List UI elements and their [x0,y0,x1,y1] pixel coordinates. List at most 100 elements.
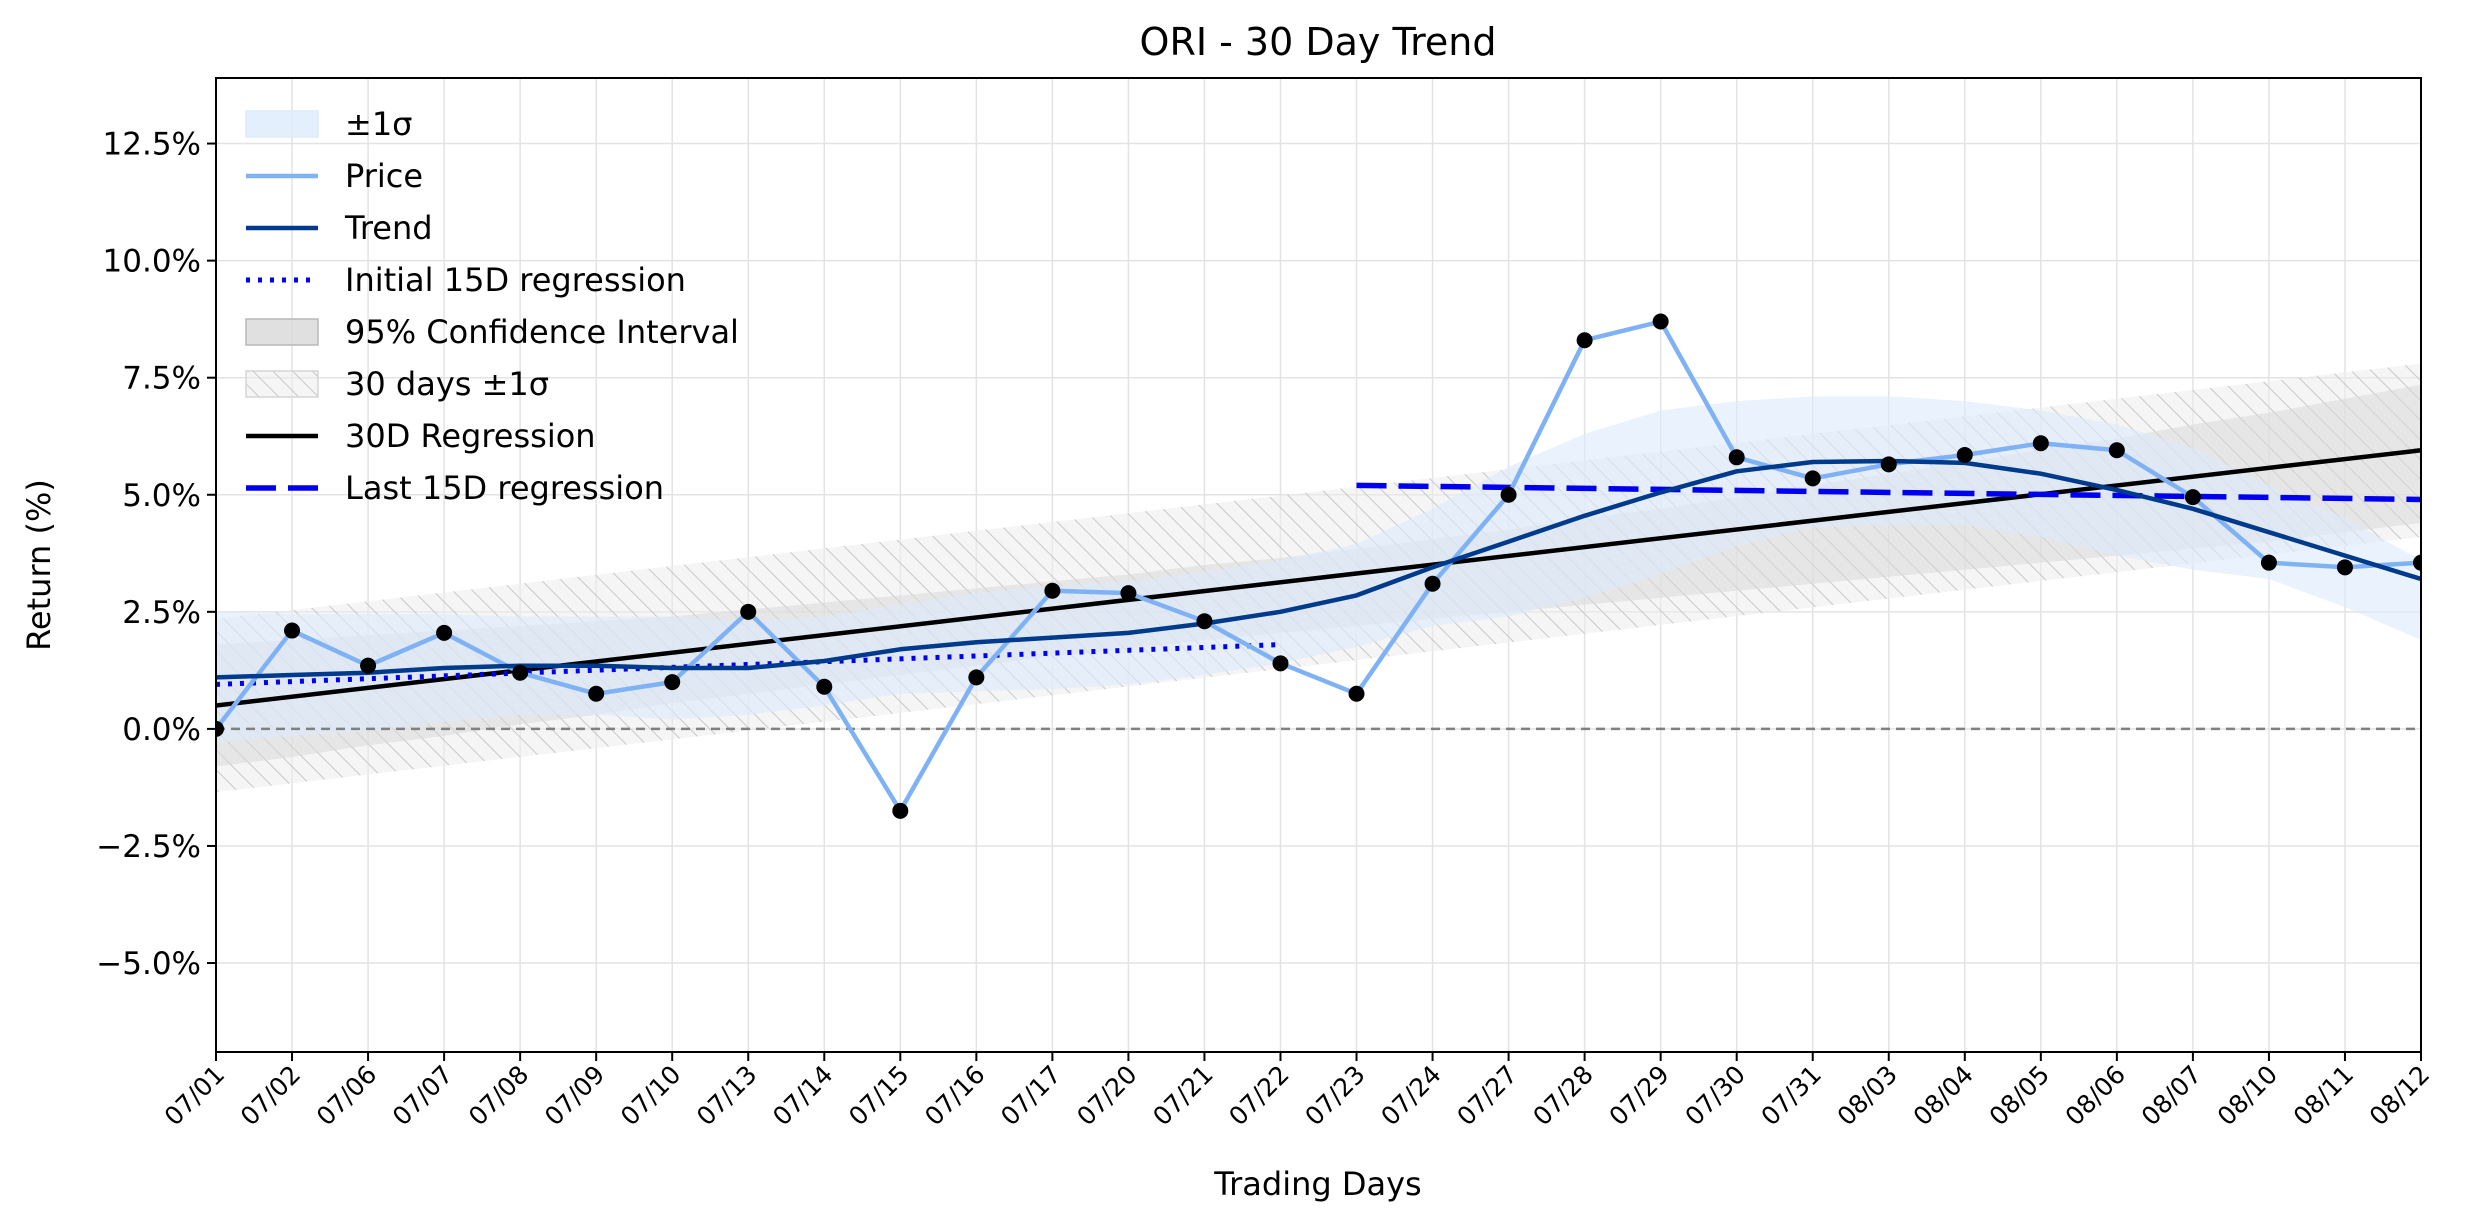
legend-label: Initial 15D regression [345,261,686,299]
legend-entry-30d-sigma: 30 days ±1σ [245,365,549,403]
x-tick-label: 07/29 [1603,1060,1674,1131]
price-point [2413,554,2421,571]
legend-entry-price: Price [246,157,423,195]
legend-swatch [245,110,319,138]
y-tick-label: 7.5% [122,361,201,397]
x-tick-label: 07/14 [767,1060,838,1131]
legend-label: 30D Regression [345,417,596,455]
y-tick-label: 5.0% [122,478,201,514]
legend-swatch [245,318,319,346]
price-point [2336,559,2353,576]
x-tick-label: 08/11 [2288,1060,2359,1131]
price-point [216,720,224,737]
x-tick-label: 07/27 [1451,1060,1522,1131]
price-point [1728,449,1745,466]
x-tick-label: 07/20 [1071,1060,1142,1131]
y-tick-label: −2.5% [96,829,201,865]
price-points [216,313,2421,819]
price-point [968,669,985,686]
y-tick-label: 2.5% [122,595,201,631]
x-tick-label: 07/24 [1375,1060,1446,1131]
price-point [892,802,909,819]
price-point [1500,486,1517,503]
price-point [1272,655,1289,672]
x-tick-label: 07/23 [1299,1060,1370,1131]
legend-entry-last-15d: Last 15D regression [246,469,664,507]
price-point [1424,575,1441,592]
x-tick-label: 07/31 [1756,1060,1827,1131]
price-point [664,674,681,691]
x-tick-label: 08/05 [1984,1060,2055,1131]
x-tick-label: 08/07 [2136,1060,2207,1131]
x-tick-label: 07/08 [463,1060,534,1131]
price-point [2032,435,2049,452]
y-tick-label: 0.0% [122,712,201,748]
legend-label: ±1σ [345,105,412,143]
legend: ±1σ Price Trend Initial 15D regression 95% C… [245,105,739,507]
price-point [2260,554,2277,571]
price-point [588,685,605,702]
price-point [1880,456,1897,473]
price-point [2184,489,2201,506]
price-point [1044,582,1061,599]
legend-entry-30d-regression: 30D Regression [246,417,596,455]
legend-label: 30 days ±1σ [345,365,549,403]
x-tick-label: 07/06 [311,1060,382,1131]
x-axis: 07/01 07/02 07/06 07/07 07/08 07/09 07/10 07/13… [159,1052,2435,1131]
trend-line [216,458,2421,680]
x-tick-label: 08/06 [2060,1060,2131,1131]
x-tick-label: 07/10 [615,1060,686,1131]
price-line [216,319,2421,814]
y-tick-label: −5.0% [96,946,201,982]
legend-swatch [245,370,319,398]
legend-entry-initial-15d: Initial 15D regression [246,261,686,299]
band-sigma-1 [216,396,2421,743]
legend-label: Last 15D regression [345,469,664,507]
regression-last-15d-line [1356,482,2421,503]
x-tick-label: 07/15 [843,1060,914,1131]
legend-entry-sigma-1: ±1σ [245,105,412,143]
chart-title: ORI - 30 Day Trend [1140,20,1497,64]
y-tick-label: 10.0% [103,244,201,280]
price-point [1120,585,1137,602]
price-point [1348,685,1365,702]
x-tick-label: 07/07 [387,1060,458,1131]
y-axis: −5.0% −2.5% 0.0% 2.5% 5.0% 7.5% 10.0% 12.5% [96,127,216,982]
legend-entry-95-ci: 95% Confidence Interval [245,313,739,351]
x-tick-label: 07/16 [919,1060,990,1131]
price-point [512,664,529,681]
legend-label: 95% Confidence Interval [345,313,739,351]
x-tick-label: 08/10 [2212,1060,2283,1131]
price-point [1196,613,1213,630]
legend-entry-trend: Trend [246,209,433,247]
x-tick-label: 07/22 [1223,1060,1294,1131]
x-tick-label: 08/04 [1908,1060,1979,1131]
price-point [816,678,833,695]
plot-frame [215,77,2422,1053]
lines [216,319,2421,814]
price-point [1576,332,1593,349]
x-tick-label: 08/03 [1832,1060,1903,1131]
price-point [436,624,453,641]
x-tick-label: 07/02 [235,1060,306,1131]
price-point [740,603,757,620]
price-point [1956,446,1973,463]
x-tick-label: 07/13 [691,1060,762,1131]
x-tick-label: 07/09 [539,1060,610,1131]
price-point [1652,313,1669,330]
price-point [1804,470,1821,487]
x-tick-label: 07/17 [995,1060,1066,1131]
price-point [284,622,301,639]
x-tick-label: 07/21 [1147,1060,1218,1131]
legend-label: Trend [344,209,433,247]
x-axis-label: Trading Days [1213,1165,1421,1203]
y-tick-label: 12.5% [103,127,201,163]
plot-area [216,313,2421,819]
x-tick-label: 07/01 [159,1060,230,1131]
x-tick-label: 07/30 [1679,1060,1750,1131]
legend-label: Price [345,157,423,195]
price-point [2108,442,2125,459]
x-tick-label: 07/28 [1527,1060,1598,1131]
y-axis-label: Return (%) [20,479,58,651]
